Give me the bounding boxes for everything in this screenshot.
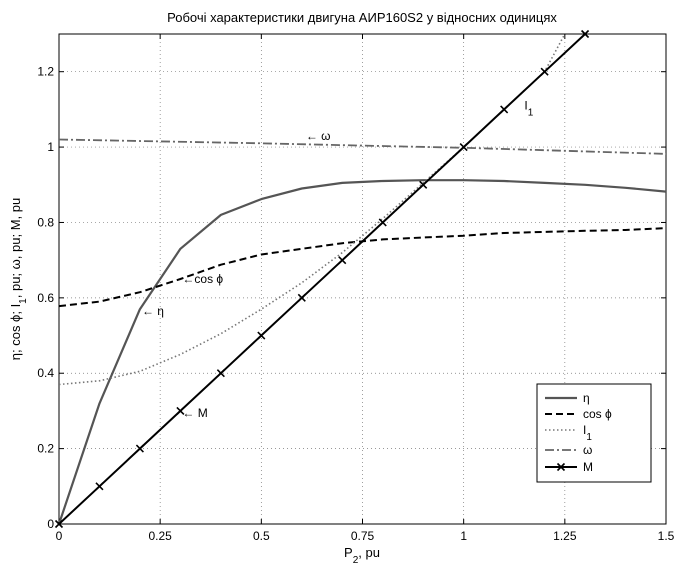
annotation: ← M [182,406,207,420]
series-marker [459,143,468,152]
annotation: ← ω [306,129,331,143]
x-tick-label: 1 [460,529,467,543]
series-group [54,29,666,529]
series-marker [419,180,428,189]
x-tick-label: 0 [56,529,63,543]
series-marker [540,67,549,76]
series-line-I [59,34,566,386]
series-marker [257,331,266,340]
legend-label: I1 [583,423,592,443]
y-tick-label: 1 [47,140,54,154]
y-tick-label: 0.8 [37,215,54,229]
annotation: ←cos ϕ [182,272,223,286]
series-marker [54,519,64,529]
series-marker [338,256,347,265]
series-line-ω [59,138,666,155]
y-axis-ticks: 0 0.2 0.4 0.6 0.8 1 1.2 [37,65,666,531]
x-tick-label: 1.25 [553,529,577,543]
series-line-M [59,34,586,524]
series-marker [378,218,387,227]
series-marker [581,29,590,39]
y-tick-label: 0 [47,517,54,531]
annotations: ← ω I1 ←cos ϕ ← η ← M [142,99,534,420]
series-marker [556,462,566,472]
series-marker [135,444,144,453]
y-tick-label: 0.6 [37,291,54,305]
series-marker [216,369,225,378]
x-axis-ticks: 0 0.25 0.5 0.75 1 1.25 1.5 [56,34,675,543]
x-tick-label: 0.25 [148,529,172,543]
y-axis-label: η; cos ϕ; I1, pu; ω, pu; M, pu [8,198,29,360]
x-tick-label: 1.5 [658,529,675,543]
legend-label: ω [583,443,592,457]
series-marker [297,293,306,302]
legend-label: cos ϕ [583,407,612,421]
y-tick-label: 0.4 [37,366,54,380]
series-marker [95,482,104,491]
series-marker [500,105,509,114]
series-marker [176,406,185,415]
x-axis-label: P2, pu [344,545,380,563]
legend-box [536,383,652,483]
x-tick-label: 0.5 [253,529,270,543]
annotation: I1 [524,99,533,119]
y-tick-label: 1.2 [37,65,54,79]
x-tick-label: 0.75 [351,529,375,543]
legend-label: M [583,460,593,474]
legend-label: η [583,391,590,405]
y-tick-label: 0.2 [37,442,54,456]
series-line-η [59,179,666,524]
chart-title: Робочі характеристики двигуна АИР160S2 у… [167,10,557,25]
annotation: ← η [142,304,164,318]
